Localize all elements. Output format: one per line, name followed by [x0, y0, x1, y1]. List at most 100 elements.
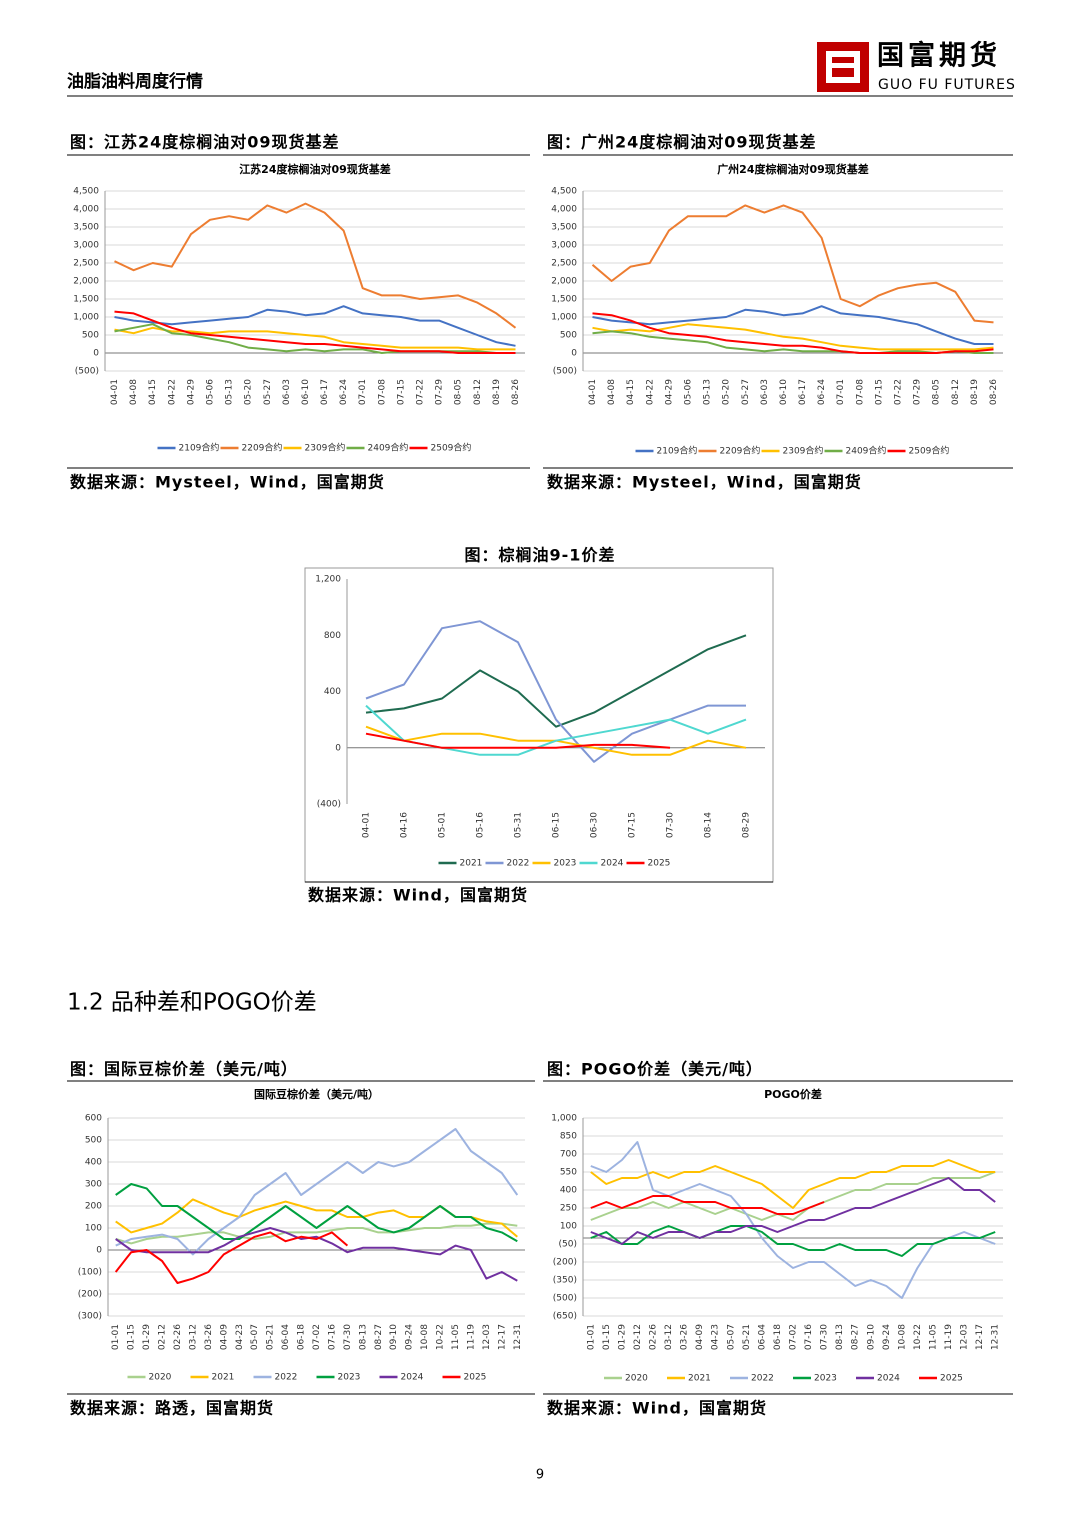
x-tick-label: 11-19	[466, 1324, 476, 1350]
x-tick-label: 05-16	[476, 812, 486, 838]
x-tick-label: 06-03	[760, 379, 770, 405]
x-tick-label: 01-01	[111, 1324, 121, 1350]
legend-label: 2209合约	[242, 442, 283, 454]
y-tick-label: 300	[85, 1180, 102, 1190]
x-tick-label: 08-13	[358, 1324, 368, 1350]
x-tick-label: 06-04	[281, 1324, 291, 1350]
legend-label: 2109合约	[657, 445, 698, 457]
x-tick-label: 12-31	[513, 1324, 523, 1350]
y-tick-label: 550	[560, 1168, 577, 1178]
series-line	[590, 1225, 996, 1257]
figure-caption: 图：江苏24度棕榈油对09现货基差	[70, 133, 340, 152]
x-tick-label: 03-26	[680, 1324, 690, 1350]
x-tick-label: 07-02	[312, 1324, 322, 1350]
x-tick-label: 08-26	[511, 379, 521, 405]
y-tick-label: 100	[560, 1222, 577, 1232]
x-tick-label: 04-15	[148, 379, 158, 405]
chart-title: 广州24度棕榈油对09现货基差	[717, 162, 869, 176]
x-tick-label: 07-02	[789, 1324, 799, 1350]
x-tick-label: 04-09	[219, 1324, 229, 1350]
x-tick-label: 07-22	[894, 379, 904, 405]
figure-caption: 图：广州24度棕榈油对09现货基差	[547, 133, 817, 152]
x-tick-label: 06-15	[552, 812, 562, 838]
x-tick-label: 07-08	[377, 379, 387, 405]
x-tick-label: 10-08	[897, 1324, 907, 1350]
x-tick-label: 07-29	[435, 379, 445, 405]
series-line	[114, 310, 516, 354]
x-tick-label: 06-24	[817, 379, 827, 405]
y-tick-label: (200)	[78, 1290, 102, 1300]
x-tick-label: 08-19	[492, 379, 502, 405]
x-tick-label: 07-08	[855, 379, 865, 405]
series-line	[590, 1195, 825, 1215]
x-tick-label: 08-26	[989, 379, 999, 405]
y-tick-label: 800	[324, 631, 341, 641]
legend-label: 2509合约	[431, 442, 472, 454]
x-tick-label: 12-03	[482, 1324, 492, 1350]
series-line	[114, 202, 517, 329]
x-tick-label: 04-09	[695, 1324, 705, 1350]
x-tick-label: 09-10	[389, 1324, 399, 1350]
y-tick-label: 3,500	[551, 223, 577, 233]
legend-label: 2509合约	[909, 445, 950, 457]
chart-title: POGO价差	[764, 1087, 822, 1101]
x-tick-label: 07-15	[396, 379, 406, 405]
series-line	[590, 1177, 996, 1245]
legend-label: 2024	[877, 1374, 900, 1384]
x-tick-label: 08-05	[932, 379, 942, 405]
x-tick-label: 01-15	[127, 1324, 137, 1350]
y-tick-label: (500)	[553, 367, 577, 377]
x-tick-label: 04-08	[129, 379, 139, 405]
series-line	[115, 1227, 518, 1282]
x-tick-label: 11-05	[451, 1324, 461, 1350]
x-tick-label: 08-27	[374, 1324, 384, 1350]
x-tick-label: 09-24	[882, 1324, 892, 1350]
x-tick-label: 12-17	[497, 1324, 507, 1350]
x-tick-label: 04-29	[186, 379, 196, 405]
y-tick-label: (200)	[553, 1258, 577, 1268]
x-tick-label: 03-12	[664, 1324, 674, 1350]
series-line	[590, 1171, 996, 1221]
legend-label: 2023	[338, 1373, 361, 1383]
x-tick-label: 04-22	[645, 379, 655, 405]
y-tick-label: 2,000	[73, 277, 99, 287]
y-tick-label: 850	[560, 1132, 577, 1142]
series-line	[591, 204, 994, 324]
x-tick-label: 07-30	[666, 812, 676, 838]
y-tick-label: 0	[93, 349, 99, 359]
x-tick-label: 05-07	[250, 1324, 260, 1350]
y-tick-label: 4,500	[73, 187, 99, 197]
x-tick-label: 10-08	[420, 1324, 430, 1350]
x-tick-label: 05-13	[225, 379, 235, 405]
series-line	[365, 732, 671, 749]
x-tick-label: 04-29	[664, 379, 674, 405]
figure-source: 数据来源：路透，国富期货	[70, 1399, 274, 1418]
y-tick-label: 500	[85, 1136, 102, 1146]
x-tick-label: 07-01	[358, 379, 368, 405]
series-line	[115, 1128, 519, 1256]
series-line	[114, 305, 516, 347]
y-tick-label: (50)	[559, 1240, 577, 1250]
x-tick-label: 01-15	[602, 1324, 612, 1350]
y-tick-label: 0	[96, 1246, 102, 1256]
x-tick-label: 04-01	[588, 379, 598, 405]
series-line	[590, 1141, 996, 1299]
x-tick-label: 07-29	[913, 379, 923, 405]
x-tick-label: 06-18	[297, 1324, 307, 1350]
x-tick-label: 01-29	[617, 1324, 627, 1350]
legend-label: 2025	[940, 1374, 963, 1384]
legend-label: 2023	[814, 1374, 837, 1384]
series-line	[592, 305, 994, 345]
x-tick-label: 05-21	[742, 1324, 752, 1350]
chart-title: 江苏24度棕榈油对09现货基差	[239, 162, 391, 176]
y-tick-label: (500)	[553, 1294, 577, 1304]
x-tick-label: 05-07	[726, 1324, 736, 1350]
x-tick-label: 05-06	[206, 379, 216, 405]
logo	[817, 42, 869, 92]
legend-label: 2023	[554, 859, 577, 869]
legend-label: 2020	[149, 1373, 172, 1383]
header-title: 油脂油料周度行情	[67, 71, 203, 92]
x-tick-label: 12-03	[960, 1324, 970, 1350]
y-tick-label: 100	[85, 1224, 102, 1234]
figure-source: 数据来源：Wind，国富期货	[308, 886, 528, 905]
